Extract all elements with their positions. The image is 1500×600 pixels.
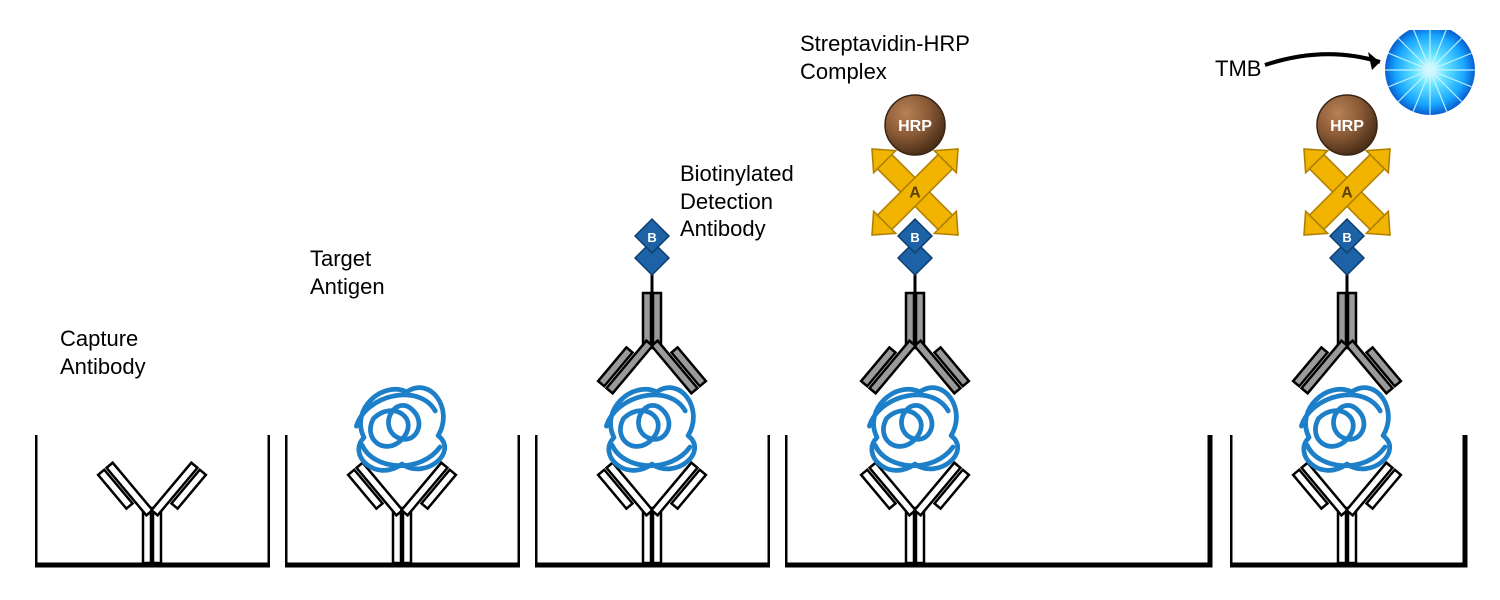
detection-antibody-icon (1293, 293, 1401, 393)
well-1 (35, 30, 270, 570)
biotin-icon (1330, 219, 1364, 275)
elisa-diagram: Capture Antibody Target Antigen Biotinyl… (0, 0, 1500, 600)
target-antigen-icon (869, 388, 957, 471)
capture-antibody-icon (598, 463, 706, 563)
well-3 (535, 30, 770, 570)
capture-antibody-icon (98, 463, 206, 563)
tmb-starburst-icon (1385, 30, 1475, 115)
target-antigen-icon (1301, 388, 1389, 471)
biotin-icon (898, 219, 932, 275)
biotin-icon (635, 219, 669, 275)
well-5 (1230, 30, 1490, 570)
capture-antibody-icon (348, 463, 456, 563)
tmb-arrow-icon (1265, 52, 1380, 70)
detection-antibody-icon (861, 293, 969, 393)
target-antigen-icon (356, 388, 444, 471)
hrp-icon (885, 95, 945, 155)
capture-antibody-icon (1293, 463, 1401, 563)
well-2 (285, 30, 520, 570)
detection-antibody-icon (598, 293, 706, 393)
hrp-icon (1317, 95, 1377, 155)
capture-antibody-icon (861, 463, 969, 563)
well-4 (785, 30, 1215, 570)
target-antigen-icon (606, 388, 694, 471)
